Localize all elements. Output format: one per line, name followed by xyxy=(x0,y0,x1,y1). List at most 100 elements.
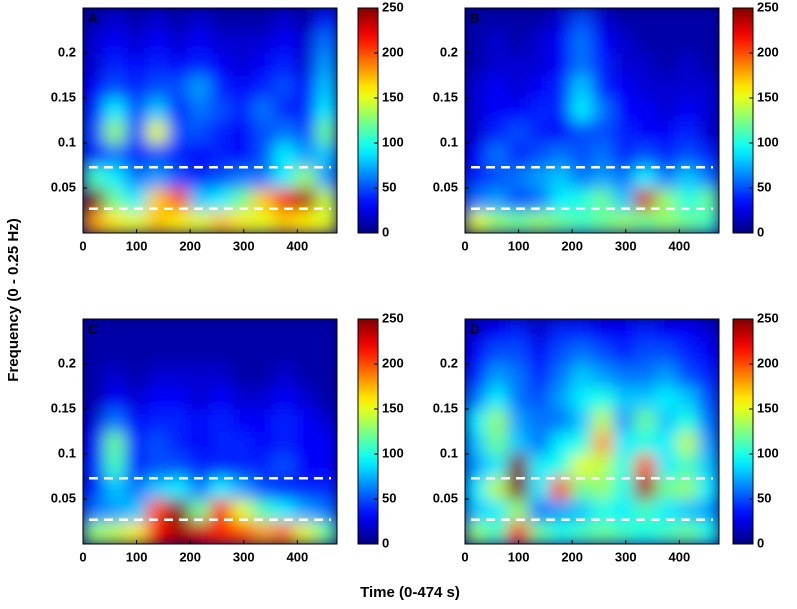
heatmap-cell xyxy=(188,30,211,54)
heatmap-cell xyxy=(125,98,147,121)
heatmap-cell xyxy=(188,521,211,544)
heatmap-cell xyxy=(528,210,551,233)
heatmap-cell xyxy=(146,75,169,99)
heatmap-cell xyxy=(697,120,719,144)
heatmap-cell xyxy=(315,165,337,189)
heatmap-cell xyxy=(613,30,635,54)
heatmap-cell xyxy=(315,341,337,365)
heatmap-cell xyxy=(613,364,635,387)
heatmap-cell xyxy=(507,454,529,477)
heatmap-cell xyxy=(697,8,719,31)
panel-label: D xyxy=(470,321,479,336)
plot-frame xyxy=(464,7,720,234)
heatmap-cell xyxy=(146,210,169,233)
heatmap-cell xyxy=(486,409,508,432)
heatmap-cell xyxy=(294,521,317,544)
heatmap-cell xyxy=(486,210,508,233)
heatmap-cell xyxy=(697,499,719,522)
heatmap-cell xyxy=(210,431,232,455)
colorbar-tick-label: 200 xyxy=(757,44,779,59)
heatmap-cell xyxy=(83,210,105,233)
heatmap-cell xyxy=(655,143,678,166)
heatmap-cell xyxy=(676,499,699,522)
colorbar-tick-label: 100 xyxy=(757,134,779,149)
heatmap-cell xyxy=(252,8,274,31)
heatmap-cell xyxy=(592,521,614,544)
heatmap-cell xyxy=(315,409,337,432)
heatmap-cell xyxy=(570,341,593,365)
heatmap-cell xyxy=(528,188,551,211)
heatmap-cell xyxy=(697,98,719,121)
colorbar-tick-label: 50 xyxy=(382,179,396,194)
heatmap-cell xyxy=(125,30,147,54)
heatmap-cell xyxy=(315,499,337,522)
heatmap-cell xyxy=(655,8,678,31)
heatmap-cell xyxy=(613,409,635,432)
heatmap-cell xyxy=(676,188,699,211)
heatmap-cell xyxy=(83,188,105,211)
heatmap-cell xyxy=(507,431,529,455)
colorbar-tick-label: 150 xyxy=(757,400,779,415)
heatmap-cell xyxy=(676,409,699,432)
heatmap-cell xyxy=(188,499,211,522)
heatmap-cell xyxy=(486,431,508,455)
heatmap-cell xyxy=(655,319,678,342)
heatmap-cell xyxy=(104,188,126,211)
heatmap-cell xyxy=(231,499,253,522)
heatmap-cell xyxy=(486,8,508,31)
heatmap-cell xyxy=(676,143,699,166)
heatmap-cell xyxy=(315,143,337,166)
heatmap-cell xyxy=(252,53,274,76)
heatmap-cell xyxy=(146,454,169,477)
heatmap-cell xyxy=(83,476,105,500)
heatmap-cell xyxy=(613,210,635,233)
heatmap-cell xyxy=(188,188,211,211)
heatmap-cell xyxy=(188,431,211,455)
heatmap-cell xyxy=(167,188,190,211)
heatmap-cell xyxy=(167,409,190,432)
heatmap-cell xyxy=(570,409,593,432)
heatmap-cell xyxy=(613,188,635,211)
heatmap-cell xyxy=(486,341,508,365)
heatmap-cell xyxy=(570,98,593,121)
panel xyxy=(83,319,337,544)
heatmap-cell xyxy=(507,53,529,76)
x-tick-label: 0 xyxy=(461,238,468,253)
heatmap-cell xyxy=(104,210,126,233)
heatmap-cell xyxy=(125,476,147,500)
heatmap-cell xyxy=(252,521,274,544)
heatmap-cell xyxy=(613,165,635,189)
heatmap-cell xyxy=(83,521,105,544)
heatmap-cell xyxy=(146,364,169,387)
heatmap-cell xyxy=(146,521,169,544)
heatmap-cell xyxy=(549,454,572,477)
heatmap-cell xyxy=(83,120,105,144)
heatmap-cell xyxy=(465,53,487,76)
heatmap-cell xyxy=(592,499,614,522)
heatmap-cell xyxy=(634,364,656,387)
heatmap-cell xyxy=(231,476,253,500)
colorbar xyxy=(357,7,379,234)
heatmap-cell xyxy=(273,319,296,342)
heatmap-cell xyxy=(528,476,551,500)
heatmap-cell xyxy=(125,120,147,144)
heatmap-cell xyxy=(315,386,337,410)
x-tick-label: 200 xyxy=(179,549,201,564)
heatmap-cell xyxy=(486,454,508,477)
heatmap-cell xyxy=(697,143,719,166)
heatmap-cell xyxy=(465,499,487,522)
heatmap-cell xyxy=(697,386,719,410)
x-tick-label: 400 xyxy=(286,549,308,564)
panel-label: C xyxy=(88,321,98,336)
heatmap-cell xyxy=(231,521,253,544)
panel xyxy=(465,8,719,233)
x-tick-label: 300 xyxy=(233,238,255,253)
heatmap-cell xyxy=(104,341,126,365)
heatmap-cell xyxy=(549,476,572,500)
x-axis-title: Time (0-474 s) xyxy=(360,584,460,601)
x-tick-label: 200 xyxy=(561,549,583,564)
heatmap-cell xyxy=(252,364,274,387)
heatmap-cell xyxy=(697,30,719,54)
heatmap-cell xyxy=(83,319,105,342)
